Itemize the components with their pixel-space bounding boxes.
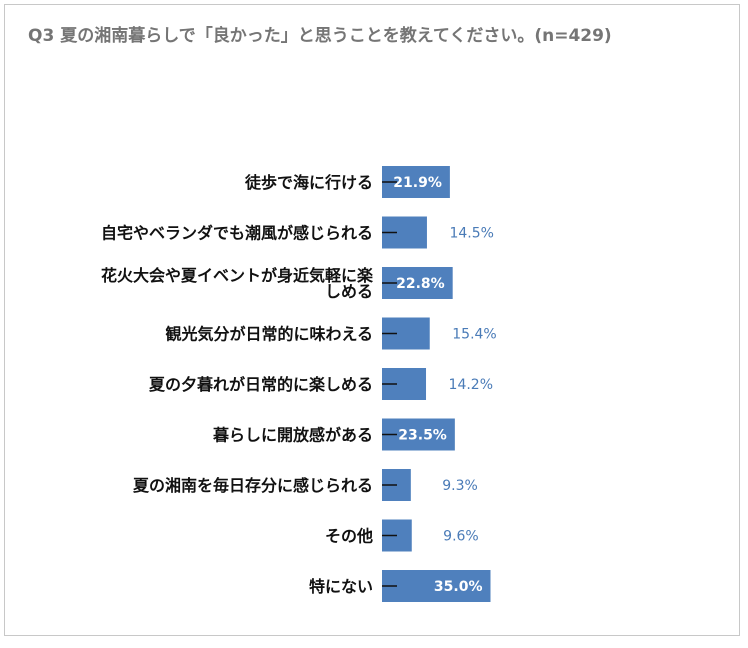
value-label-3: 15.4% <box>452 327 496 343</box>
chart-title: Q3 夏の湘南暮らしで「良かった」と思うことを教えてください。(n=429) <box>28 26 612 46</box>
value-label-1: 14.5% <box>449 226 493 242</box>
category-label-7: その他 <box>325 527 373 546</box>
value-label-0: 21.9% <box>393 175 442 191</box>
category-label-3: 観光気分が日常的に味わえる <box>165 325 373 344</box>
category-label-8: 特にない <box>309 577 373 596</box>
value-label-6: 9.3% <box>442 478 478 494</box>
category-label-2: 花火大会や夏イベントが身近気軽に楽しめる <box>101 266 374 301</box>
category-label-5: 暮らしに開放感がある <box>212 426 373 445</box>
category-label-4: 夏の夕暮れが日常的に楽しめる <box>148 375 373 394</box>
category-label-1: 自宅やベランダでも潮風が感じられる <box>101 224 373 243</box>
chart-frame <box>4 4 740 636</box>
value-label-8: 35.0% <box>434 579 483 595</box>
category-label-0: 徒歩で海に行ける <box>244 173 373 192</box>
value-label-7: 9.6% <box>443 529 479 545</box>
bar-8 <box>382 570 491 602</box>
category-label-6: 夏の湘南を毎日存分に感じられる <box>132 476 373 495</box>
value-label-5: 23.5% <box>398 428 447 444</box>
value-label-2: 22.8% <box>396 276 445 292</box>
value-label-4: 14.2% <box>449 377 493 393</box>
